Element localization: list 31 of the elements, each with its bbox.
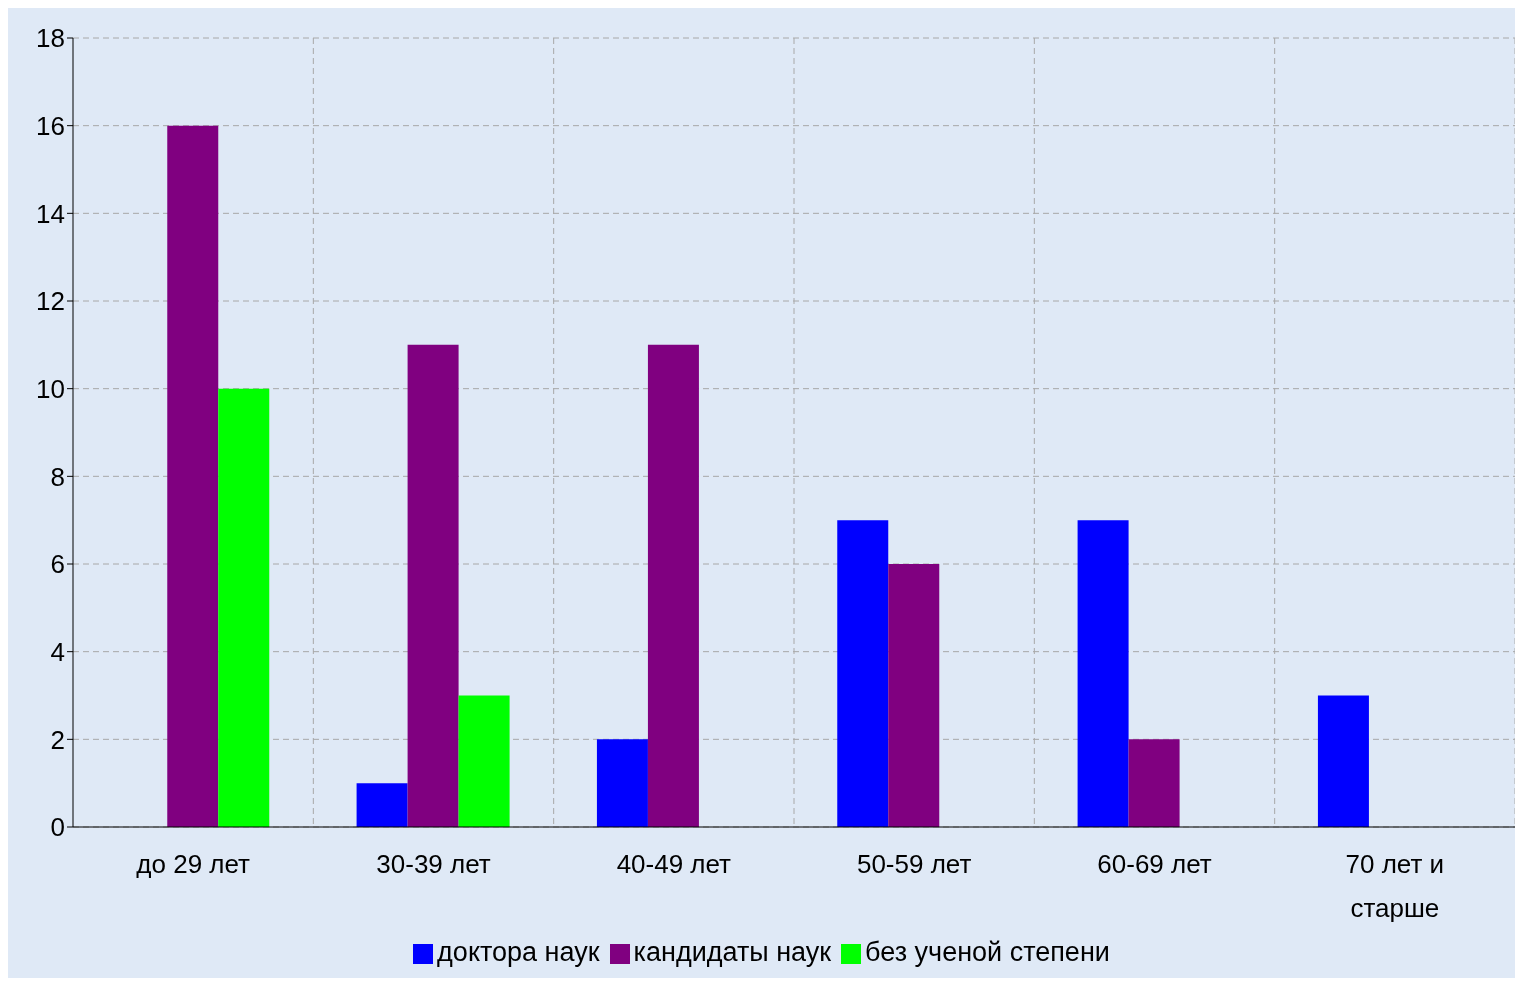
y-tick-label: 18 (36, 23, 65, 54)
bar (888, 564, 940, 827)
x-tick-label: 60-69 лет (1097, 849, 1212, 879)
y-tick-label: 4 (50, 636, 65, 667)
bar (458, 695, 510, 827)
y-tick-label: 0 (50, 812, 65, 843)
y-tick-label: 12 (36, 286, 65, 317)
x-tick-label: 50-59 лет (856, 849, 972, 879)
x-tick-label: 30-39 лет (376, 849, 491, 879)
y-tick-label: 10 (36, 373, 65, 404)
bar (1317, 695, 1369, 827)
bar (407, 344, 459, 827)
bar (356, 783, 408, 827)
legend-label: без ученой степени (865, 937, 1110, 967)
legend-label: кандидаты наук (633, 937, 832, 967)
bar (1077, 520, 1129, 827)
x-tick-label: 40-49 лет (616, 849, 732, 879)
x-tick-label: 70 лет и старше (1345, 849, 1445, 923)
y-tick-label: 16 (36, 110, 65, 141)
bar (647, 344, 699, 827)
bar (167, 125, 219, 827)
bar (837, 520, 889, 827)
y-tick-label: 2 (50, 724, 65, 755)
bar (596, 739, 648, 827)
bar (218, 388, 270, 827)
x-tick-label: до 29 лет (136, 849, 251, 879)
y-tick-label: 8 (50, 461, 65, 492)
y-tick-label: 14 (36, 198, 65, 229)
y-tick-label: 6 (50, 549, 65, 580)
bar (1128, 739, 1180, 827)
legend-label: доктора наук (437, 937, 600, 967)
